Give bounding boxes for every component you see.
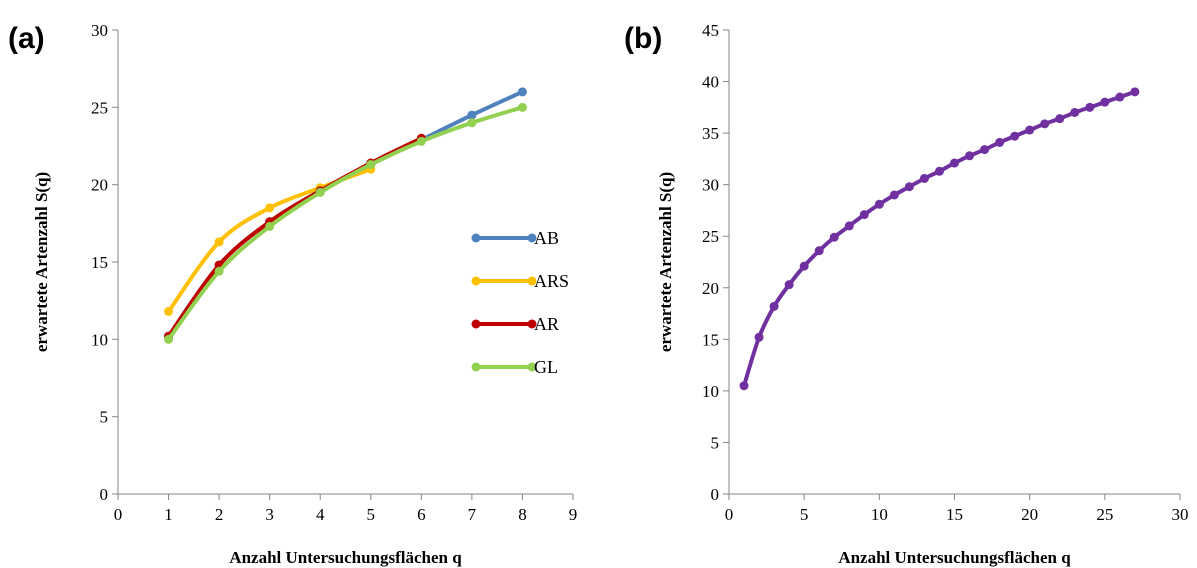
data-point-gl — [366, 160, 376, 170]
y-tick-label: 10 — [91, 330, 108, 349]
data-point-series — [934, 166, 944, 176]
x-tick-label: 3 — [265, 505, 274, 524]
data-point-series — [859, 210, 869, 220]
data-point-series — [1085, 102, 1095, 112]
x-tick-label: 10 — [871, 505, 888, 524]
x-tick-label: 6 — [417, 505, 426, 524]
x-tick-label: 1 — [164, 505, 173, 524]
legend-swatch-marker — [527, 276, 537, 286]
x-tick-label: 9 — [569, 505, 578, 524]
data-point-series — [980, 145, 990, 155]
data-point-series — [784, 280, 794, 290]
x-tick-label: 8 — [518, 505, 527, 524]
data-point-gl — [517, 102, 527, 112]
x-tick-label: 4 — [316, 505, 325, 524]
y-tick-label: 0 — [711, 485, 720, 504]
legend-label-ar: AR — [534, 314, 559, 334]
series-line-gl — [166, 105, 525, 342]
data-point-gl — [315, 187, 325, 197]
data-point-series — [889, 190, 899, 200]
y-tick-label: 35 — [702, 124, 719, 143]
y-tick-label: 5 — [100, 408, 109, 427]
y-tick-label: 15 — [702, 330, 719, 349]
x-tick-label: 7 — [468, 505, 477, 524]
data-point-series — [1130, 87, 1140, 97]
data-point-series — [904, 182, 914, 192]
y-tick-label: 15 — [91, 253, 108, 272]
data-point-series — [814, 246, 824, 256]
data-point-ars — [265, 203, 275, 213]
legend-label-gl: GL — [534, 357, 558, 377]
data-point-series — [829, 232, 839, 242]
panel-label: (b) — [624, 22, 662, 55]
y-axis-title: erwartete Artenzahl S(q) — [656, 172, 675, 352]
data-point-gl — [164, 334, 174, 344]
series-line-ar — [166, 136, 424, 339]
x-tick-label: 5 — [367, 505, 376, 524]
y-tick-label: 30 — [702, 176, 719, 195]
legend-swatch-marker — [471, 319, 481, 329]
data-point-series — [769, 301, 779, 311]
data-point-gl — [416, 136, 426, 146]
data-point-series — [950, 158, 959, 168]
y-tick-label: 40 — [702, 73, 719, 92]
legend-swatch-marker — [527, 362, 537, 372]
data-point-series — [919, 173, 929, 183]
legend-swatch-marker — [471, 233, 481, 243]
y-tick-label: 10 — [702, 382, 719, 401]
data-point-series — [1025, 125, 1035, 135]
x-axis-title: Anzahl Untersuchungsflächen q — [838, 548, 1071, 567]
data-point-series — [1040, 119, 1050, 129]
data-point-series — [1115, 92, 1125, 102]
data-point-ab — [467, 110, 477, 120]
x-tick-label: 20 — [1021, 505, 1038, 524]
panel-b: 0 5 10 15 20 25 30 35 40 45 0 5 10 15 20 25 30 Anzahl Unt… — [624, 21, 1189, 567]
panel-a: 0 5 10 15 20 25 30 0 1 2 3 4 5 6 7 8 9 Anzahl Untersuchun… — [8, 21, 577, 567]
y-tick-label: 20 — [702, 279, 719, 298]
x-tick-label: 0 — [114, 505, 123, 524]
data-point-series — [1100, 97, 1110, 107]
x-tick-label: 30 — [1172, 505, 1189, 524]
x-tick-label: 2 — [215, 505, 224, 524]
series-line-ab — [166, 89, 525, 339]
data-point-series — [1070, 107, 1080, 117]
y-axis-title: erwartete Artenzahl S(q) — [32, 172, 51, 352]
data-point-series — [1010, 131, 1020, 141]
data-point-gl — [265, 221, 275, 231]
x-axis-title: Anzahl Untersuchungsflächen q — [229, 548, 462, 567]
data-point-gl — [467, 118, 477, 128]
data-point-ab — [517, 87, 527, 97]
y-tick-label: 25 — [702, 227, 719, 246]
panel-label: (a) — [8, 22, 45, 55]
y-tick-label: 25 — [91, 98, 108, 117]
data-point-series — [965, 151, 975, 161]
data-point-series — [754, 332, 764, 342]
x-tick-label: 0 — [725, 505, 734, 524]
legend-label-ars: ARS — [534, 271, 569, 291]
data-point-ars — [164, 306, 174, 316]
data-point-ars — [214, 237, 224, 247]
x-tick-label: 25 — [1096, 505, 1113, 524]
data-point-series — [1055, 114, 1065, 124]
legend-swatch-marker — [471, 276, 481, 286]
legend-swatch-marker — [471, 362, 481, 372]
data-point-series — [995, 137, 1005, 147]
x-tick-label: 5 — [800, 505, 809, 524]
data-point-series — [844, 221, 854, 231]
y-tick-label: 5 — [711, 433, 720, 452]
y-tick-label: 45 — [702, 21, 719, 40]
data-point-series — [739, 381, 749, 391]
data-point-series — [799, 261, 809, 271]
y-tick-label: 0 — [100, 485, 109, 504]
data-point-gl — [214, 266, 224, 276]
legend-label-ab: AB — [534, 228, 559, 248]
series-line-series — [742, 89, 1137, 388]
data-point-series — [874, 199, 884, 209]
y-tick-label: 30 — [91, 21, 108, 40]
legend-swatch-marker — [527, 319, 537, 329]
legend-swatch-marker — [527, 233, 537, 243]
x-tick-label: 15 — [946, 505, 963, 524]
y-tick-label: 20 — [91, 176, 108, 195]
